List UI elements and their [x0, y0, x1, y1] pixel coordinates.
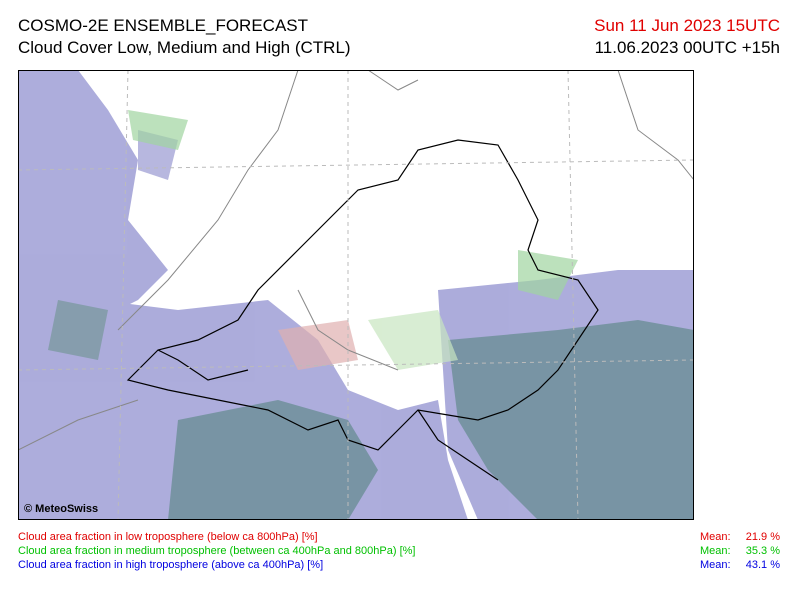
legend-label: Cloud area fraction in low troposphere (… — [18, 531, 318, 543]
graticule — [18, 70, 694, 520]
mean-label: Mean: — [700, 559, 731, 571]
mean-value: 43.1 % — [745, 559, 780, 571]
subtitle: Cloud Cover Low, Medium and High (CTRL) — [18, 38, 351, 57]
regions — [18, 70, 694, 451]
borders — [126, 139, 599, 481]
legend-label: Cloud area fraction in medium tropospher… — [18, 545, 416, 557]
medium-cloud — [128, 110, 578, 370]
map-frame — [18, 70, 694, 520]
mean-label: Mean: — [700, 531, 731, 543]
mean-value: 21.9 % — [745, 531, 780, 543]
low-cloud — [48, 300, 694, 520]
legend-label: Cloud area fraction in high troposphere … — [18, 559, 324, 571]
map: © MeteoSwiss — [18, 70, 694, 520]
mean-label: Mean: — [700, 545, 731, 557]
credit: © MeteoSwiss — [24, 503, 98, 515]
mean-value: 35.3 % — [745, 545, 780, 557]
run-time: 11.06.2023 00UTC +15h — [594, 38, 780, 57]
title: COSMO-2E ENSEMBLE_FORECAST — [18, 16, 309, 35]
valid-time: Sun 11 Jun 2023 15UTC — [594, 16, 780, 35]
